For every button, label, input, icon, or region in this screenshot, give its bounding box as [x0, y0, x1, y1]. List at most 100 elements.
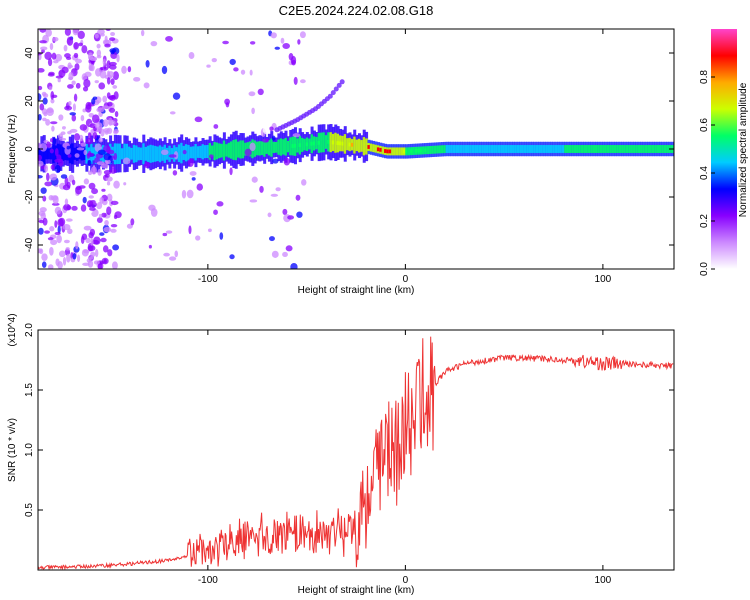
x-tick-label: 0 [403, 575, 409, 586]
spectrogram-cell [49, 246, 54, 256]
spectrogram-cell [391, 147, 395, 156]
spectrogram-cell [557, 145, 561, 153]
spectrogram-cell [161, 65, 168, 75]
spectrogram-cell [79, 134, 84, 142]
spectrogram-cell [329, 132, 333, 153]
spectrogram-cell [459, 145, 463, 153]
spectrogram-cell [523, 145, 527, 153]
colorbar-tick-label: 0.8 [699, 70, 710, 84]
spectrogram-cell [533, 145, 537, 153]
spectrogram-cell [44, 181, 53, 187]
spectrogram-cell [51, 125, 55, 132]
spectrogram-cell [65, 247, 70, 251]
spectrogram-cell [528, 145, 532, 153]
spectrogram-cell [542, 145, 546, 153]
colorbar-tick-label: 0.4 [699, 166, 710, 180]
spectrogram-cell [108, 120, 116, 126]
spectrogram-cell [265, 141, 269, 154]
spectrogram-cell [244, 148, 252, 157]
spectrogram-cell [54, 164, 61, 174]
spectrogram-cell [192, 146, 196, 159]
spectrogram-cell [602, 145, 606, 153]
spectrogram-cell [112, 71, 119, 80]
spectrogram-cell [39, 29, 47, 33]
spectrogram-cell [168, 154, 177, 158]
spectrogram-cell [424, 148, 429, 153]
spectrogram-cell [440, 145, 444, 154]
spectrogram-cell [237, 141, 241, 158]
spectrogram-cell [457, 145, 461, 153]
spectrogram-cell [97, 149, 106, 155]
spectrogram-cell [606, 145, 610, 153]
spectrogram-cell [282, 251, 288, 258]
spectrogram-cell [219, 232, 224, 240]
spectrogram-cell [75, 82, 81, 89]
spectrogram-cell [123, 143, 127, 164]
spectrogram-cell [395, 147, 399, 156]
spectrogram-cell [66, 253, 71, 263]
spectrogram-cell [256, 141, 260, 156]
spectrogram-cell [590, 145, 594, 153]
spectrogram-cell [448, 145, 452, 153]
spectrogram-cell [177, 144, 181, 163]
spectrogram-cell [46, 172, 50, 182]
spectrogram-cell [49, 148, 53, 160]
spectrogram-cell [91, 114, 100, 124]
spectrogram-cell [495, 145, 499, 153]
spectrogram-cell [640, 145, 644, 153]
spectrogram-cell [483, 145, 487, 153]
spectrogram-cell [50, 195, 59, 201]
spectrogram-cell [107, 149, 115, 155]
snr-series-line [38, 336, 674, 570]
spectrogram-cell [57, 78, 61, 83]
spectrogram-cell [158, 145, 162, 163]
spectrogram-x-label: Height of straight line (km) [298, 285, 415, 296]
spectrogram-cell [50, 90, 55, 100]
spectrogram-cell [94, 33, 99, 39]
spectrogram-cell [429, 146, 433, 154]
spectrogram-cell [69, 112, 77, 116]
spectrogram-cell [100, 128, 105, 137]
spectrogram-cell [56, 234, 62, 244]
spectrogram-cell [118, 143, 122, 164]
spectrogram-cell [47, 58, 53, 67]
spectrogram-cell [147, 145, 151, 162]
spectrogram-cell [187, 158, 194, 167]
spectrogram-cell [284, 137, 288, 156]
spectrogram-cell [94, 122, 103, 129]
spectrogram-cell [39, 40, 47, 44]
spectrogram-cell [188, 51, 195, 60]
spectrogram-cell [474, 145, 478, 153]
spectrogram-cell [64, 105, 73, 111]
spectrogram-cell [47, 73, 55, 77]
spectrogram-cell [109, 64, 117, 70]
spectrogram-cell [50, 138, 54, 143]
spectrogram-cell [421, 146, 425, 155]
spectrogram-cell [49, 173, 58, 181]
spectrogram-cell [73, 42, 79, 50]
spectrogram-cell [66, 145, 71, 150]
spectrogram-cell [526, 145, 530, 153]
spectrogram-cell [104, 220, 109, 226]
spectrogram-cell [97, 168, 102, 176]
spectrogram-cell [206, 144, 210, 159]
spectrogram-cell [188, 225, 192, 235]
spectrogram-cell [46, 141, 51, 148]
spectrogram-cell [196, 146, 200, 158]
spectrogram-cell [113, 152, 118, 161]
spectrogram-cell [78, 148, 82, 160]
spectrogram-cell [339, 141, 344, 146]
spectrogram-cell [110, 32, 116, 37]
spectrogram-cell [333, 86, 339, 92]
spectrogram-cell [50, 239, 58, 246]
spectrogram-cell [580, 145, 584, 153]
spectrogram-cell [63, 44, 68, 52]
spectrogram-cell [44, 230, 51, 234]
spectrogram-cell [89, 207, 96, 211]
spectrogram-cell [280, 37, 285, 44]
spectrogram-cell [94, 80, 99, 84]
spectrogram-cell [67, 153, 72, 158]
spectrogram-cell [613, 145, 617, 153]
spectrogram-cell [376, 147, 381, 152]
spectrogram-cell [62, 126, 66, 130]
